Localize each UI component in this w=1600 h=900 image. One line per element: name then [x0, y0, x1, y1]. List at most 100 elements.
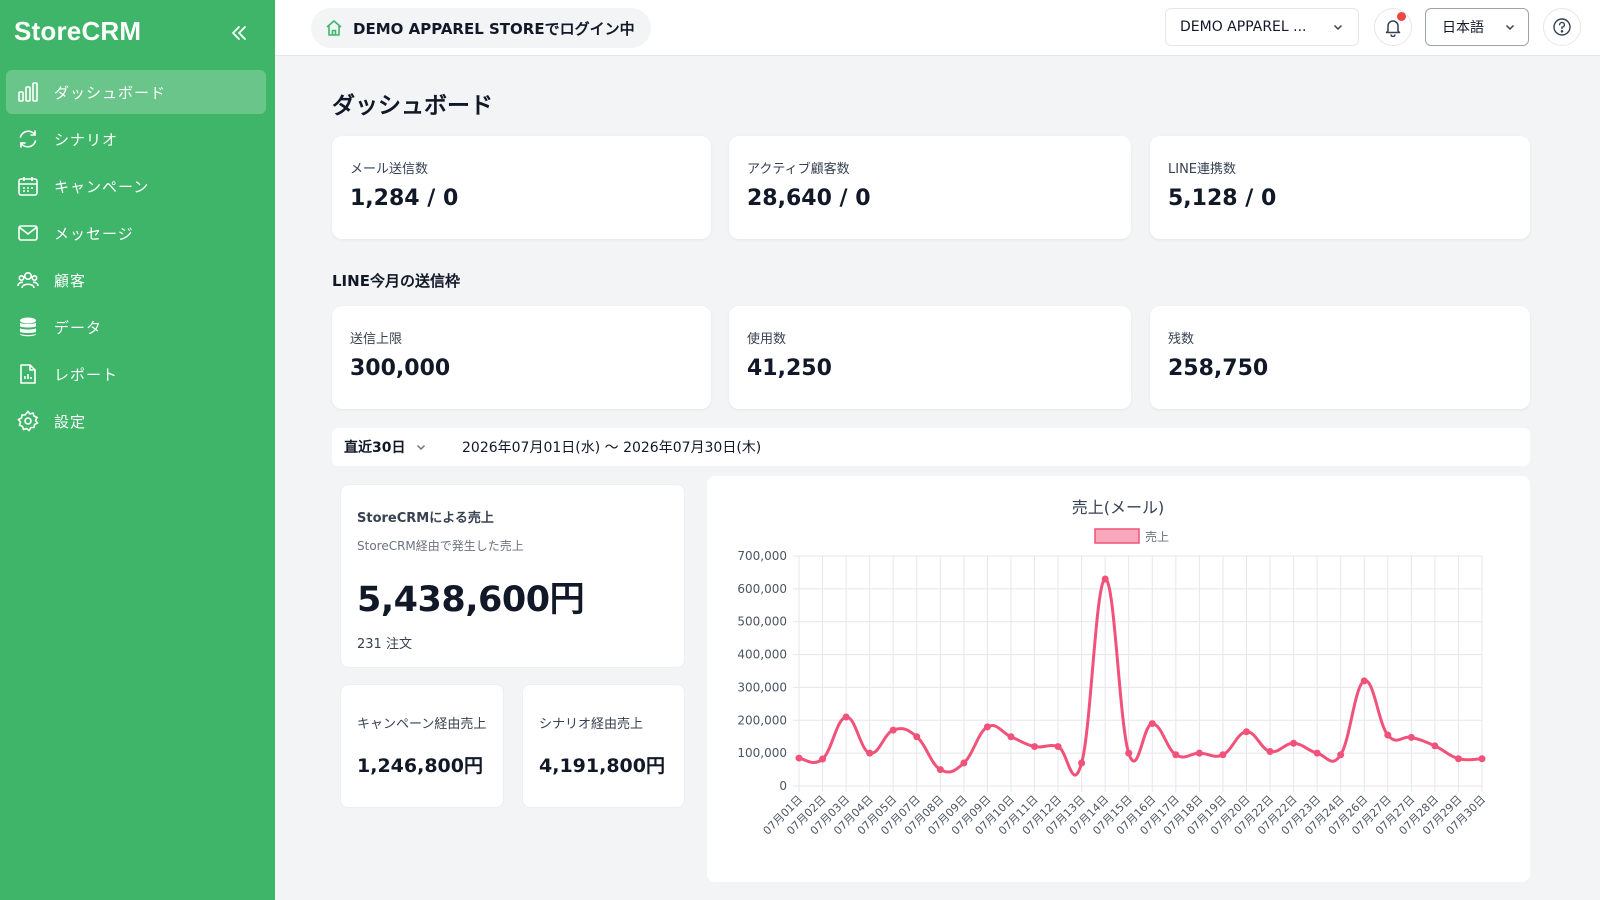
- y-tick-label: 0: [779, 779, 787, 793]
- data-point: [889, 726, 897, 734]
- sidebar-item-label: シナリオ: [54, 130, 119, 149]
- chart-x-axis: 07月01日07月02日07月03日07月04日07月05日07月07日07月0…: [761, 793, 1489, 838]
- data-point: [795, 754, 803, 762]
- bell-icon: [1385, 20, 1401, 37]
- data-point: [1337, 751, 1345, 759]
- data-point: [819, 755, 827, 763]
- stat-card-send-limit: 送信上限 300,000: [332, 306, 711, 409]
- gear-icon: [16, 409, 40, 433]
- data-point: [1172, 751, 1180, 759]
- sidebar-item-report[interactable]: レポート: [6, 352, 266, 396]
- crm-sales-subtitle: StoreCRM経由で発生した売上: [357, 539, 524, 553]
- data-point: [866, 749, 874, 757]
- data-point: [983, 723, 991, 731]
- scenario-sales-value: 4,191,800円: [539, 755, 665, 777]
- sidebar-item-label: キャンペーン: [54, 177, 150, 196]
- y-tick-label: 700,000: [737, 549, 787, 563]
- sidebar-item-label: 顧客: [54, 271, 87, 290]
- bar-chart-icon: [16, 80, 40, 104]
- stat-card-line-linked: LINE連携数 5,128 / 0: [1150, 136, 1530, 239]
- data-point: [1266, 748, 1274, 755]
- file-report-icon: [16, 362, 40, 386]
- sidebar-nav: ダッシュボード シナリオ キャンペーン メッセージ 顧客: [6, 70, 266, 446]
- data-point: [1054, 743, 1062, 751]
- series-line: [797, 577, 1484, 777]
- data-point: [1290, 739, 1298, 747]
- sidebar-item-label: メッセージ: [54, 224, 134, 243]
- stat-label: アクティブ顧客数: [747, 162, 850, 177]
- sidebar-item-label: ダッシュボード: [54, 83, 167, 102]
- stat-value: 41,250: [747, 356, 832, 381]
- range-select[interactable]: 直近30日: [332, 437, 456, 457]
- stat-value: 300,000: [350, 356, 451, 381]
- sidebar-item-data[interactable]: データ: [6, 305, 266, 349]
- brand-logo: StoreCRM: [14, 16, 142, 46]
- crm-sales-amount: 5,438,600円: [357, 580, 585, 620]
- y-tick-label: 500,000: [737, 615, 787, 629]
- data-point: [1195, 749, 1203, 757]
- data-point: [1478, 755, 1486, 763]
- top-header: DEMO APPAREL STOREでログイン中 DEMO APPAREL ..…: [275, 0, 1600, 56]
- chart-grid: [793, 555, 1483, 792]
- range-select-value: 直近30日: [344, 440, 406, 456]
- stat-label: 残数: [1168, 332, 1195, 347]
- page-title: ダッシュボード: [332, 93, 493, 119]
- date-range-bar: 直近30日 2026年07月01日(水) 〜 2026年07月30日(木): [332, 428, 1530, 466]
- crm-sales-title: StoreCRMによる売上: [357, 511, 494, 526]
- data-point: [1313, 749, 1321, 757]
- y-tick-label: 300,000: [737, 680, 787, 694]
- collapse-sidebar-button[interactable]: [226, 20, 252, 46]
- crm-sales-orders: 231 注文: [357, 637, 412, 652]
- sales-summary-panel: StoreCRMによる売上 StoreCRM経由で発生した売上 5,438,60…: [332, 476, 693, 818]
- campaign-sales-card: キャンペーン経由売上 1,246,800円: [340, 684, 504, 808]
- y-tick-label: 600,000: [737, 582, 787, 596]
- data-point: [1360, 677, 1368, 685]
- chevron-down-icon: [1505, 24, 1515, 31]
- help-button[interactable]: [1543, 8, 1581, 46]
- sidebar-item-label: データ: [54, 318, 103, 337]
- notification-dot: [1397, 12, 1406, 21]
- sidebar-item-dashboard[interactable]: ダッシュボード: [6, 70, 266, 114]
- store-select[interactable]: DEMO APPAREL ...: [1165, 8, 1359, 46]
- data-point: [1219, 751, 1227, 759]
- login-status-pill: DEMO APPAREL STOREでログイン中: [311, 8, 651, 48]
- stat-value: 258,750: [1168, 356, 1269, 381]
- stat-value: 5,128 / 0: [1168, 186, 1277, 211]
- sidebar-item-scenario[interactable]: シナリオ: [6, 117, 266, 161]
- notifications-button[interactable]: [1374, 8, 1412, 46]
- campaign-sales-label: キャンペーン経由売上: [357, 717, 487, 732]
- stat-label: LINE連携数: [1168, 162, 1237, 177]
- crm-sales-card: StoreCRMによる売上 StoreCRM経由で発生した売上 5,438,60…: [340, 484, 685, 668]
- sidebar-item-settings[interactable]: 設定: [6, 399, 266, 443]
- sidebar-item-campaign[interactable]: キャンペーン: [6, 164, 266, 208]
- legend-label: 売上: [1145, 529, 1169, 544]
- data-point: [936, 766, 944, 774]
- sidebar-item-label: 設定: [54, 412, 87, 431]
- line-quota-section-title: LINE今月の送信枠: [332, 272, 460, 290]
- data-point: [1078, 759, 1086, 767]
- language-select[interactable]: 日本語: [1425, 8, 1529, 46]
- email-sales-chart-card: 売上(メール) 売上 0 100,000 200,000 300,000 400,000…: [707, 476, 1530, 882]
- data-point: [1031, 743, 1039, 751]
- stat-label: メール送信数: [350, 162, 429, 177]
- date-range-text: 2026年07月01日(水) 〜 2026年07月30日(木): [462, 440, 762, 456]
- chart-title: 売上(メール): [1072, 498, 1165, 517]
- data-point: [913, 733, 921, 741]
- legend-swatch: [1094, 528, 1140, 544]
- chevron-down-icon: [1333, 24, 1343, 31]
- stat-label: 使用数: [747, 332, 787, 347]
- stat-card-used: 使用数 41,250: [729, 306, 1131, 409]
- scenario-sales-card: シナリオ経由売上 4,191,800円: [522, 684, 685, 808]
- language-select-value: 日本語: [1442, 20, 1484, 36]
- sidebar-item-label: レポート: [54, 365, 119, 384]
- chevron-down-icon: [415, 441, 427, 453]
- stat-value: 28,640 / 0: [747, 186, 871, 211]
- data-point: [1454, 755, 1462, 763]
- help-circle-icon: [1553, 18, 1571, 36]
- sidebar-item-message[interactable]: メッセージ: [6, 211, 266, 255]
- email-sales-line-chart: 売上(メール) 売上 0 100,000 200,000 300,000 400,000…: [737, 498, 1489, 838]
- data-point: [1101, 575, 1109, 583]
- sidebar-item-customers[interactable]: 顧客: [6, 258, 266, 302]
- database-icon: [16, 315, 40, 339]
- series-points: [795, 575, 1486, 774]
